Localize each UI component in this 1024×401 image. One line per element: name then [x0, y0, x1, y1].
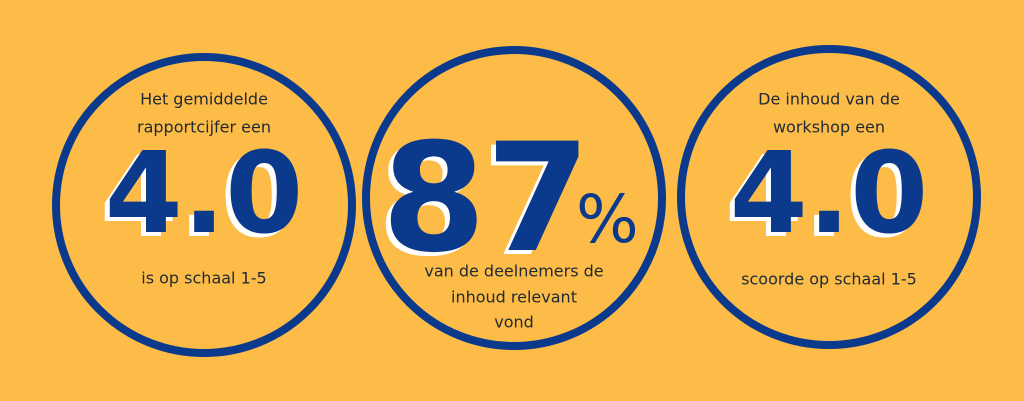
stat-caption: scoorde op schaal 1-5: [741, 270, 917, 289]
stat-value-shadow: 87: [377, 116, 586, 290]
stat-circle: [677, 45, 981, 349]
stat-circle: [52, 53, 356, 357]
stat-caption: Het gemiddelde: [140, 90, 268, 109]
stat-suffix: %: [576, 181, 639, 258]
stat-caption: De inhoud van de: [758, 90, 900, 109]
stat-caption: inhoud relevant: [451, 288, 577, 307]
stat-caption: vond: [494, 313, 534, 332]
stat-circle: [362, 46, 666, 350]
stat-caption: rapportcijfer een: [137, 118, 271, 137]
stat-value: 87: [382, 112, 591, 286]
stat-value-shadow: 4.0: [725, 133, 923, 263]
stat-value-shadow: 4.0: [100, 133, 298, 263]
stat-caption: workshop een: [773, 118, 885, 137]
stat-value: 4.0: [105, 129, 303, 259]
stat-caption: is op schaal 1-5: [141, 269, 266, 288]
stat-caption: van de deelnemers de: [424, 262, 603, 281]
stat-value: 4.0: [730, 129, 928, 259]
